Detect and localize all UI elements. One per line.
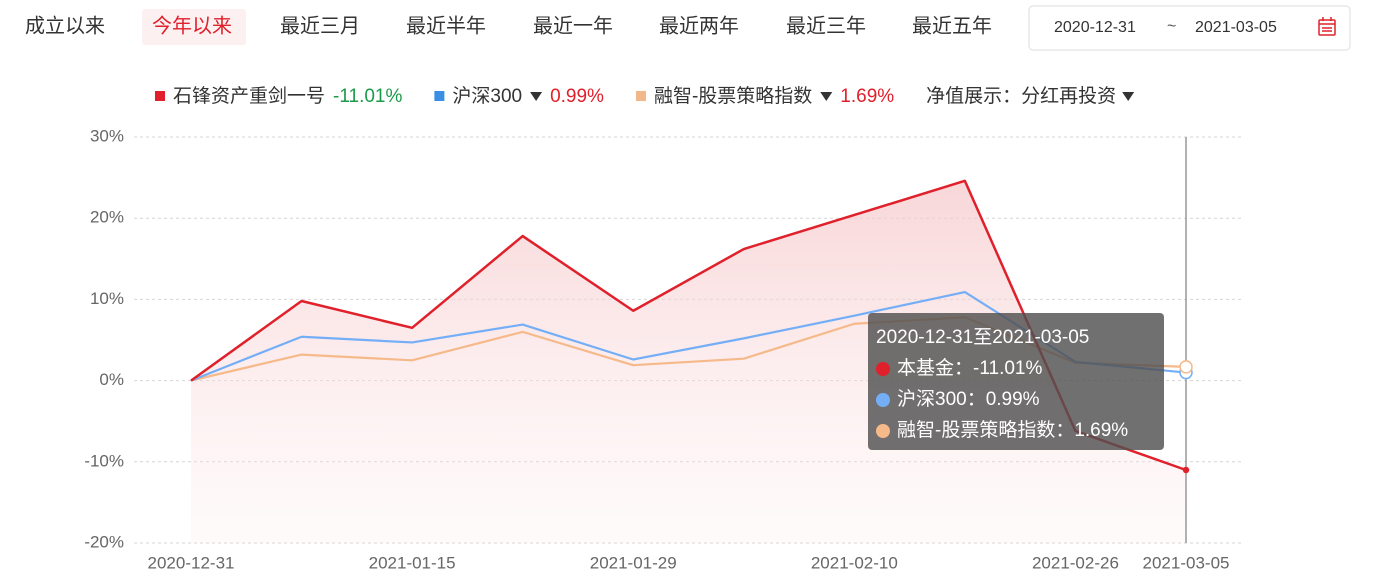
- legend-swatch: [635, 91, 646, 101]
- period-tab[interactable]: 最近五年: [912, 14, 992, 37]
- date-range-box[interactable]: [1028, 5, 1351, 51]
- legend-name[interactable]: 融智-股票策略指数: [654, 85, 812, 107]
- y-tick-label: -10%: [84, 451, 124, 470]
- period-tab[interactable]: 成立以来: [25, 14, 105, 37]
- tooltip-value: -11.01%: [973, 358, 1042, 379]
- period-tab[interactable]: 今年以来: [152, 14, 232, 37]
- legend-name[interactable]: 沪深300: [452, 85, 522, 107]
- tooltip-dot: [876, 393, 890, 407]
- dropdown-arrow: [820, 92, 833, 101]
- dropdown-arrow: [530, 92, 543, 101]
- tooltip-value: 0.99%: [986, 389, 1040, 410]
- tooltip-title: 2020-12-31至2021-03-05: [876, 327, 1089, 348]
- tooltip-bg: [868, 313, 1164, 450]
- display-option[interactable]: 净值展示：分红再投资: [926, 85, 1116, 107]
- tooltip-dot: [876, 362, 890, 376]
- x-tick-label: 2021-01-29: [590, 553, 677, 572]
- tooltip: 2020-12-31至2021-03-05 本基金： -11.01% 沪深300： 0.…: [868, 313, 1164, 450]
- legend-value: 0.99%: [550, 86, 604, 107]
- x-tick-label: 2021-02-10: [811, 553, 898, 572]
- legend-name[interactable]: 石锋资产重剑一号: [173, 85, 325, 107]
- legend-swatch: [155, 91, 165, 101]
- y-tick-label: 30%: [90, 126, 124, 145]
- period-tab[interactable]: 最近三月: [280, 14, 360, 37]
- y-tick-label: 20%: [90, 208, 124, 227]
- tooltip-label: 本基金：: [897, 357, 973, 379]
- calendar-icon[interactable]: [1318, 17, 1336, 36]
- y-tick-label: 10%: [90, 289, 124, 308]
- x-tick-label: 2021-01-15: [369, 553, 456, 572]
- tooltip-label: 融智-股票策略指数：: [897, 419, 1074, 441]
- x-tick-label: 2021-02-26: [1032, 553, 1119, 572]
- legend-value: 1.69%: [840, 86, 894, 107]
- series-line: [190, 179, 1187, 472]
- legend-value: -11.01%: [333, 86, 402, 107]
- y-tick-label: 0%: [99, 370, 124, 389]
- date-end[interactable]: 2021-03-05: [1195, 19, 1277, 36]
- dropdown-arrow: [1122, 92, 1135, 101]
- legend-swatch: [434, 91, 445, 101]
- tooltip-label: 沪深300：: [897, 388, 986, 410]
- date-start[interactable]: 2020-12-31: [1054, 19, 1136, 36]
- hover-point: [1179, 360, 1193, 374]
- hover-point: [1182, 466, 1190, 474]
- period-tab[interactable]: 最近半年: [406, 14, 486, 37]
- tooltip-value: 1.69%: [1074, 420, 1128, 441]
- period-tab[interactable]: 最近三年: [786, 14, 866, 37]
- y-tick-label: -20%: [84, 532, 124, 551]
- active-tab-bg: [142, 9, 246, 45]
- x-tick-label: 2021-03-05: [1143, 553, 1230, 572]
- date-separator: ~: [1167, 18, 1176, 35]
- period-tab[interactable]: 最近一年: [533, 14, 613, 37]
- period-tab[interactable]: 最近两年: [659, 14, 739, 37]
- tooltip-dot: [876, 424, 890, 438]
- x-tick-label: 2020-12-31: [148, 553, 235, 572]
